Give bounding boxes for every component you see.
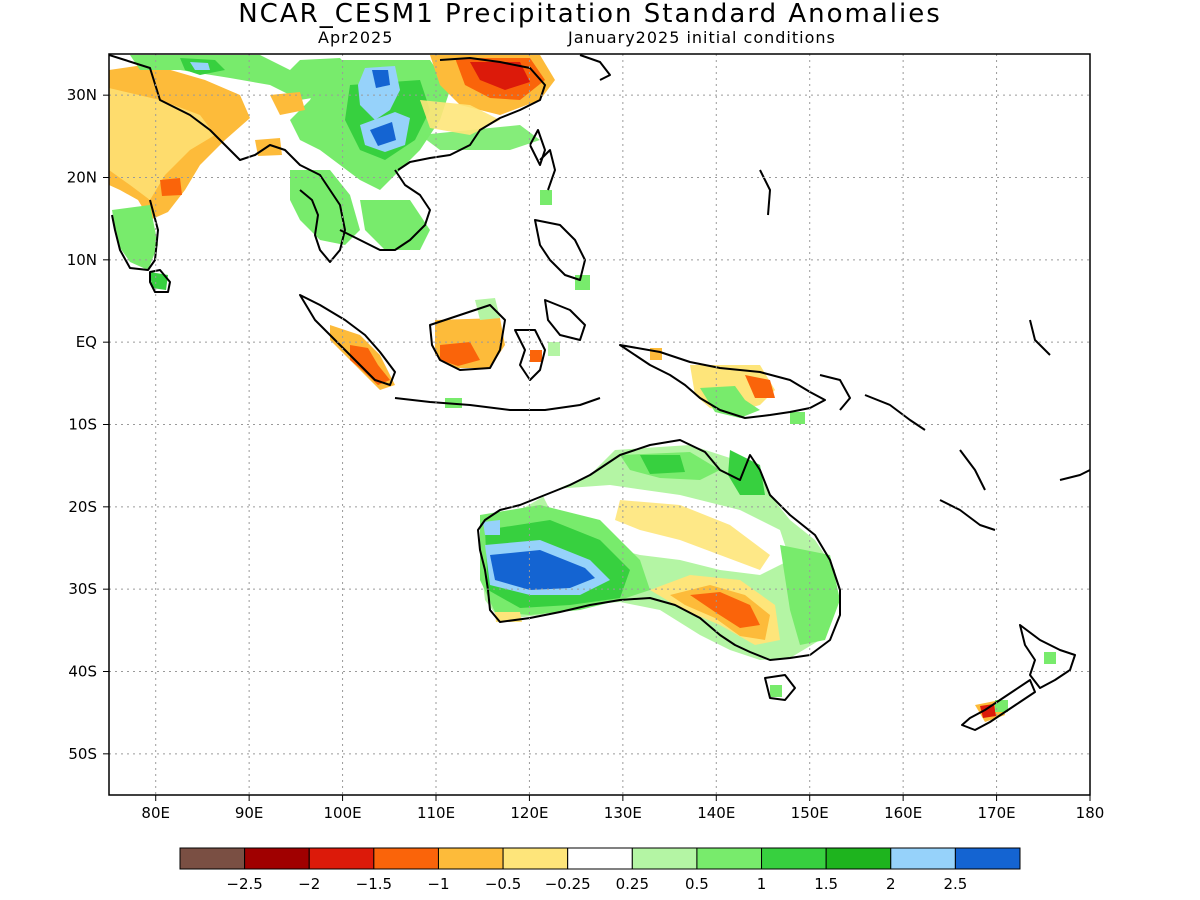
- lat-label: 50S: [68, 745, 97, 763]
- lat-label: 20N: [67, 169, 97, 187]
- colorbar-swatch: [761, 847, 827, 870]
- lon-label: 180: [1076, 804, 1105, 822]
- colorbar-swatch: [631, 847, 698, 870]
- colorbar-label: 1.5: [814, 875, 838, 893]
- forecast-month: Apr2025: [318, 28, 394, 47]
- colorbar-label: 2.5: [943, 875, 967, 893]
- colorbar-label: 2: [886, 875, 896, 893]
- colorbar-label: −2: [298, 875, 320, 893]
- graticule: [109, 54, 1091, 795]
- lon-label: 120E: [510, 804, 548, 822]
- colorbar-swatch: [437, 847, 504, 870]
- axis-labels: 30N 20N 10N EQ 10S 20S 30S 40S 50S 80E 90E 100E 110E…: [67, 86, 1105, 822]
- map-title: NCAR_CESM1 Precipitation Standard Anomal…: [238, 0, 942, 29]
- lat-label: EQ: [76, 333, 97, 351]
- lon-label: 90E: [235, 804, 264, 822]
- colorbar-swatch: [179, 847, 246, 870]
- lon-label: 140E: [697, 804, 735, 822]
- colorbar: −2.5 −2 −1.5 −1 −0.5 −0.25 0.25 0.5 1 1.5 2 2.5: [179, 847, 1021, 893]
- lon-label: 170E: [978, 804, 1016, 822]
- initial-conditions: January2025 initial conditions: [568, 28, 836, 47]
- lat-label: 30N: [67, 86, 97, 104]
- colorbar-label: 1: [757, 875, 767, 893]
- colorbar-label: 0.5: [685, 875, 709, 893]
- colorbar-swatch: [825, 847, 892, 870]
- colorbar-label: −2.5: [226, 875, 262, 893]
- colorbar-swatch: [373, 847, 439, 870]
- colorbar-swatch: [308, 847, 375, 870]
- colorbar-swatch: [954, 847, 1021, 870]
- lon-label: 100E: [324, 804, 362, 822]
- colorbar-label: 0.25: [616, 875, 649, 893]
- lon-label: 160E: [884, 804, 922, 822]
- colorbar-swatch: [244, 847, 310, 870]
- coastlines: [109, 54, 1090, 731]
- colorbar-swatch: [696, 847, 763, 870]
- lon-label: 80E: [141, 804, 170, 822]
- map-frame: [108, 53, 1091, 796]
- lat-label: 30S: [68, 580, 97, 598]
- colorbar-label: −1.5: [356, 875, 392, 893]
- colorbar-swatch: [567, 847, 633, 870]
- lon-label: 110E: [417, 804, 455, 822]
- colorbar-swatch: [502, 847, 569, 870]
- colorbar-label: −0.25: [545, 875, 591, 893]
- lon-label: 150E: [791, 804, 829, 822]
- lat-label: 40S: [68, 663, 97, 681]
- colorbar-swatch: [890, 847, 956, 870]
- colorbar-label: −1: [427, 875, 449, 893]
- map-background: [109, 54, 1090, 795]
- lat-label: 10S: [68, 416, 97, 434]
- lat-label: 20S: [68, 498, 97, 516]
- lon-label: 130E: [604, 804, 642, 822]
- colorbar-label: −0.5: [485, 875, 521, 893]
- lat-label: 10N: [67, 251, 97, 269]
